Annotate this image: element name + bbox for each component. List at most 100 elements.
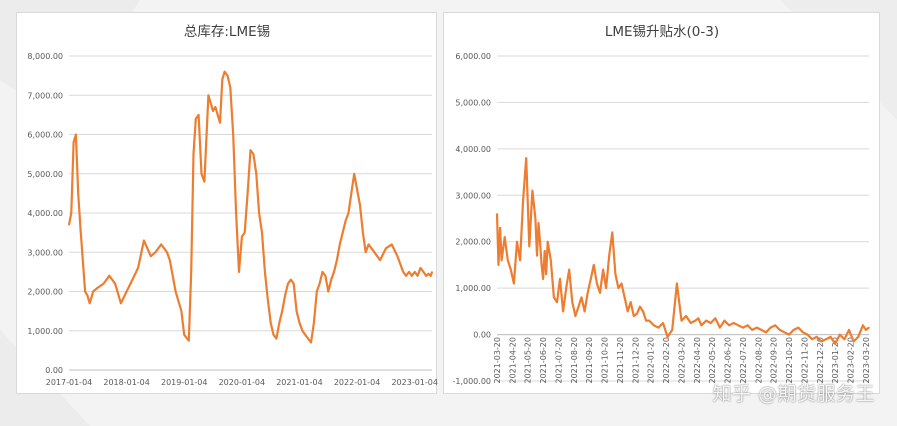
data-point: [513, 282, 515, 285]
data-point: [590, 278, 592, 280]
data-point: [190, 271, 192, 273]
data-point: [497, 264, 500, 266]
data-point: [732, 322, 735, 324]
data-point: [146, 247, 149, 250]
data-point: [278, 322, 281, 324]
x-tick-label: 2022-11-20: [800, 337, 809, 384]
data-point: [788, 333, 790, 336]
data-point: [229, 86, 232, 89]
series-line: [495, 157, 870, 345]
data-point: [559, 278, 561, 280]
x-tick-label: 2022-07-20: [739, 337, 748, 384]
data-point: [697, 317, 700, 320]
y-tick-label: 7,000.00: [27, 91, 63, 100]
data-point: [611, 231, 614, 234]
data-point: [562, 310, 564, 313]
data-point: [746, 324, 749, 327]
data-point: [330, 278, 333, 281]
x-tick-label: 2022-10-20: [785, 337, 794, 384]
x-tick-label: 2023-03-20: [862, 337, 871, 384]
y-tick-label: 5,000.00: [27, 170, 63, 179]
data-point: [709, 322, 712, 324]
data-point: [84, 290, 86, 293]
data-point: [150, 255, 152, 257]
x-tick-label: 2021-06-20: [539, 337, 548, 384]
data-point: [633, 315, 635, 317]
data-point: [295, 310, 298, 312]
data-point: [565, 287, 567, 289]
data-point: [815, 336, 818, 338]
data-point: [183, 333, 185, 336]
data-point: [593, 264, 595, 266]
data-point: [143, 239, 145, 242]
x-tick-label: 2023-01-20: [831, 337, 840, 384]
data-point: [792, 329, 795, 331]
data-point: [304, 333, 307, 336]
data-point: [425, 275, 428, 277]
y-tick-label: 3,000.00: [27, 248, 63, 257]
data-point: [797, 326, 800, 329]
data-point: [195, 118, 197, 120]
data-point: [120, 302, 122, 305]
data-point: [284, 294, 286, 297]
data-point: [834, 343, 836, 345]
data-point: [422, 271, 425, 273]
x-tick-label: 2021-04-20: [508, 337, 517, 384]
data-point: [356, 188, 358, 191]
data-point: [580, 296, 583, 299]
data-point: [574, 315, 577, 317]
data-point: [160, 243, 162, 246]
data-point: [760, 329, 763, 331]
x-tick-label: 2023-02-20: [847, 337, 856, 384]
data-point: [281, 310, 284, 312]
data-point: [97, 286, 99, 289]
data-point: [68, 224, 70, 226]
chart-lme-tin-spread: LME锡升贴水(0-3) -1,000.00 0.00 1,000.00 2,000.0…: [452, 24, 871, 386]
data-point: [500, 259, 503, 262]
data-point: [318, 282, 321, 285]
data-point: [235, 212, 237, 214]
data-point: [599, 292, 601, 294]
data-point: [221, 78, 224, 81]
data-point: [802, 331, 804, 334]
y-tick-label: 3,000.00: [455, 191, 491, 200]
data-point: [577, 305, 580, 308]
data-point: [522, 199, 524, 201]
data-point: [264, 271, 266, 273]
data-point: [341, 231, 344, 234]
data-point: [339, 243, 341, 246]
data-point: [568, 268, 570, 271]
y-tick-label: 4,000.00: [455, 145, 491, 154]
data-point: [666, 336, 669, 338]
data-point: [608, 254, 610, 257]
data-point: [719, 326, 721, 329]
data-point: [676, 282, 678, 285]
data-point: [811, 338, 813, 341]
x-tick-label: 2022-06-20: [724, 337, 733, 384]
data-point: [154, 251, 157, 254]
data-point: [626, 310, 629, 313]
data-point: [405, 275, 407, 277]
data-point: [267, 298, 269, 301]
data-point: [72, 141, 75, 144]
data-point: [203, 180, 206, 183]
data-point: [316, 290, 318, 293]
series-line: [67, 70, 434, 344]
data-point: [843, 338, 846, 341]
data-point: [333, 271, 335, 273]
data-point: [359, 204, 361, 206]
x-tick-label: 2018-01-04: [103, 378, 150, 387]
data-point: [92, 290, 94, 293]
data-point: [186, 337, 188, 340]
data-point: [350, 192, 353, 195]
data-point: [519, 259, 521, 262]
y-tick-label: 0.00: [473, 331, 491, 340]
x-tick-label: 2022-09-20: [770, 337, 779, 384]
data-point: [571, 301, 574, 303]
data-point: [313, 322, 315, 324]
chart-lme-tin-inventory: 总库存:LME锡 0.00 1,000.00 2,000.00 3,000.00 4,00…: [27, 24, 438, 387]
data-point: [216, 114, 219, 116]
data-point: [379, 259, 381, 261]
data-point: [307, 337, 309, 340]
x-tick-label: 2021-09-20: [585, 337, 594, 384]
